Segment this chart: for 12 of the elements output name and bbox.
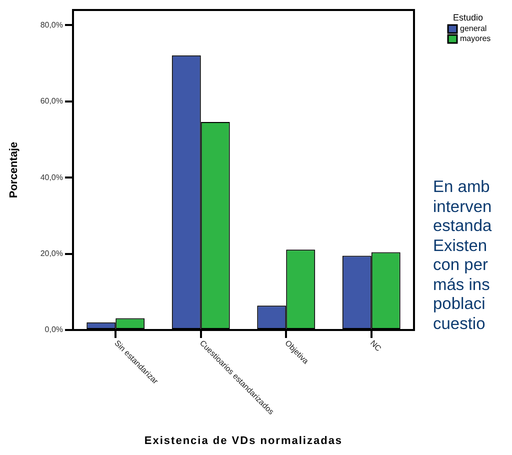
- y-tick-label: 20,0%: [40, 249, 63, 258]
- legend-title: Estudio: [453, 12, 484, 22]
- text: En amb interven estanda Existen con per más ins poblaci cuestio: [433, 178, 492, 334]
- x-tick-label: NC: [368, 338, 384, 354]
- y-axis-title: Porcentaje: [8, 142, 20, 198]
- y-tick-label: 60,0%: [40, 96, 63, 106]
- legend-label: general: [460, 24, 487, 34]
- y-tick-label: 80,0%: [40, 20, 63, 30]
- x-axis-title: Existencia de VDs normalizadas: [143, 435, 344, 447]
- y-tick-label: 0,0%: [44, 325, 63, 334]
- y-tick-label: 40,0%: [40, 172, 63, 182]
- legend-label: mayores: [460, 34, 491, 44]
